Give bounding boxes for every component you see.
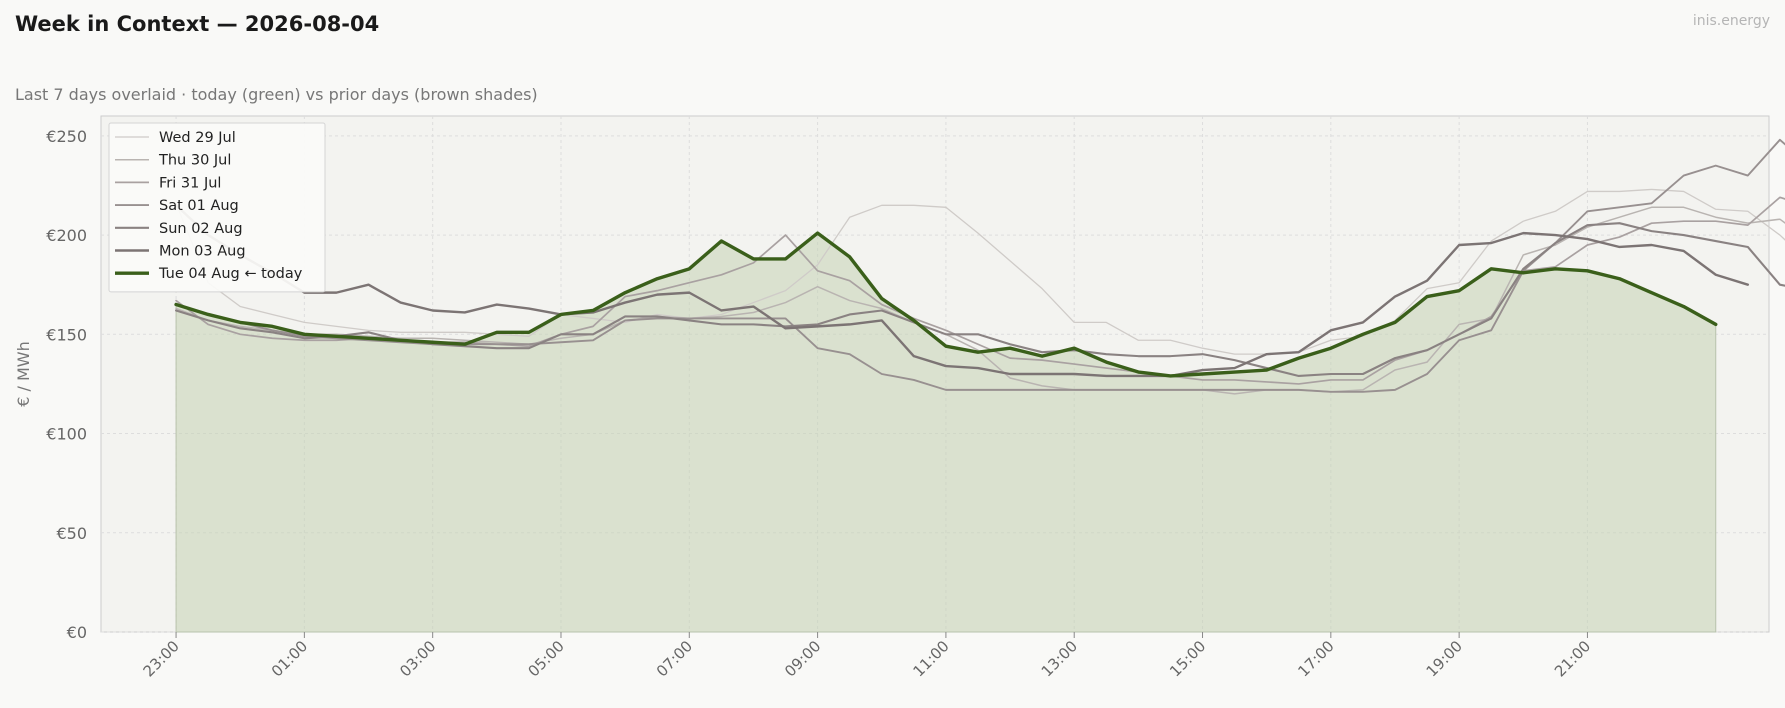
x-tick-label: 19:00 xyxy=(1423,637,1466,680)
legend-label: Sun 02 Aug xyxy=(159,221,243,237)
legend-label: Sat 01 Aug xyxy=(159,198,239,214)
y-tick-label: €0 xyxy=(67,623,87,642)
y-tick-label: €100 xyxy=(46,425,87,444)
y-tick-label: €150 xyxy=(46,325,87,344)
x-tick-label: 03:00 xyxy=(396,637,439,680)
legend-label: Thu 30 Jul xyxy=(158,153,231,169)
x-tick-label: 05:00 xyxy=(525,637,568,680)
series-line-1 xyxy=(175,206,1785,395)
y-tick-label: €250 xyxy=(46,127,87,146)
x-tick-label: 07:00 xyxy=(653,637,696,680)
legend-label: Fri 31 Jul xyxy=(159,175,221,191)
x-tick-label: 21:00 xyxy=(1551,637,1594,680)
series-line-6 xyxy=(174,231,1718,378)
legend-label: Tue 04 Aug ← today xyxy=(158,266,303,282)
chart-subtitle: Last 7 days overlaid · today (green) vs … xyxy=(15,85,538,104)
legend-box xyxy=(108,122,326,293)
legend-label: Mon 03 Aug xyxy=(159,244,246,260)
x-tick-label: 11:00 xyxy=(909,637,952,680)
brand-watermark: inis.energy xyxy=(1692,13,1770,29)
x-tick-label: 15:00 xyxy=(1166,637,1209,680)
legend-label: Wed 29 Jul xyxy=(159,130,236,146)
series-line-5 xyxy=(174,204,1750,378)
series-line-0 xyxy=(175,188,1785,355)
series-line-4 xyxy=(175,222,1785,378)
x-tick-label: 01:00 xyxy=(268,637,311,680)
y-axis-label: € / MWh xyxy=(14,341,33,407)
y-tick-label: €50 xyxy=(56,524,87,543)
x-tick-label: 17:00 xyxy=(1294,637,1337,680)
y-tick-label: €200 xyxy=(46,226,87,245)
x-tick-label: 13:00 xyxy=(1038,637,1081,680)
x-tick-label: 23:00 xyxy=(140,637,183,680)
chart-title: Week in Context — 2026-08-04 xyxy=(15,12,380,36)
x-tick-label: 09:00 xyxy=(781,637,824,680)
